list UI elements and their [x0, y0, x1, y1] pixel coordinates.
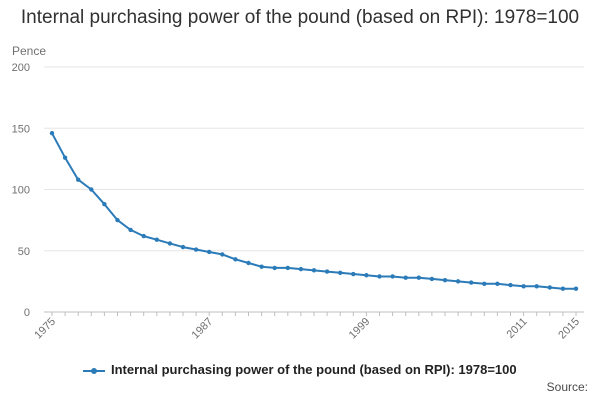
data-point — [115, 217, 120, 223]
axes: 0 50 100 150 200 1975 1987 1999 2011 2015 — [12, 62, 582, 341]
data-point — [338, 270, 343, 275]
y-tick-label: 200 — [12, 62, 30, 74]
data-point — [455, 279, 461, 284]
x-tick-label: 1999 — [347, 316, 373, 342]
data-point — [416, 275, 421, 280]
source-label: Source: — [546, 380, 588, 394]
data-point — [429, 276, 435, 282]
data-point — [89, 187, 94, 192]
grid — [44, 66, 584, 313]
data-point — [233, 257, 238, 262]
data-point — [377, 274, 382, 279]
y-tick-label: 50 — [18, 246, 30, 258]
data-point — [298, 266, 304, 272]
data-point — [521, 284, 526, 289]
data-point — [390, 274, 395, 279]
data-point — [141, 233, 146, 239]
data-point — [102, 202, 107, 207]
data-point — [351, 271, 356, 277]
data-point — [246, 260, 251, 266]
x-tick-label: 1987 — [190, 316, 216, 342]
data-point — [49, 130, 55, 136]
data-point — [324, 269, 330, 274]
x-tick-label: 2015 — [556, 316, 582, 342]
y-tick-label: 0 — [24, 307, 30, 319]
legend: Internal purchasing power of the pound (… — [0, 362, 600, 377]
data-point — [482, 281, 487, 287]
y-tick-label: 150 — [12, 123, 30, 135]
legend-swatch — [83, 366, 106, 376]
data-point — [403, 275, 408, 280]
data-point — [167, 241, 173, 246]
y-axis-label: Pence — [12, 44, 47, 58]
data-point — [220, 252, 225, 257]
data-point — [154, 237, 159, 242]
data-point — [207, 249, 212, 255]
data-point — [534, 284, 539, 289]
data-point — [560, 286, 566, 291]
data-point — [495, 281, 500, 287]
data-point — [259, 264, 264, 269]
data-point — [311, 268, 317, 273]
data-point — [364, 273, 369, 278]
x-tick-label: 1975 — [32, 316, 58, 342]
data-point — [180, 244, 186, 250]
data-point — [272, 265, 277, 271]
data-point — [573, 286, 579, 291]
chart-title: Internal purchasing power of the pound (… — [20, 7, 580, 28]
data-point — [62, 155, 68, 160]
series — [49, 130, 579, 291]
data-point — [76, 177, 81, 182]
data-point — [442, 277, 448, 283]
data-point — [469, 280, 474, 285]
data-point — [193, 247, 199, 252]
legend-label: Internal purchasing power of the pound (… — [111, 362, 517, 377]
data-point — [128, 227, 133, 233]
series-line — [51, 132, 576, 290]
data-point — [508, 282, 513, 288]
y-tick-label: 100 — [12, 185, 30, 197]
data-point — [547, 285, 552, 290]
data-point — [285, 265, 290, 271]
x-tick-label: 2011 — [505, 316, 530, 341]
